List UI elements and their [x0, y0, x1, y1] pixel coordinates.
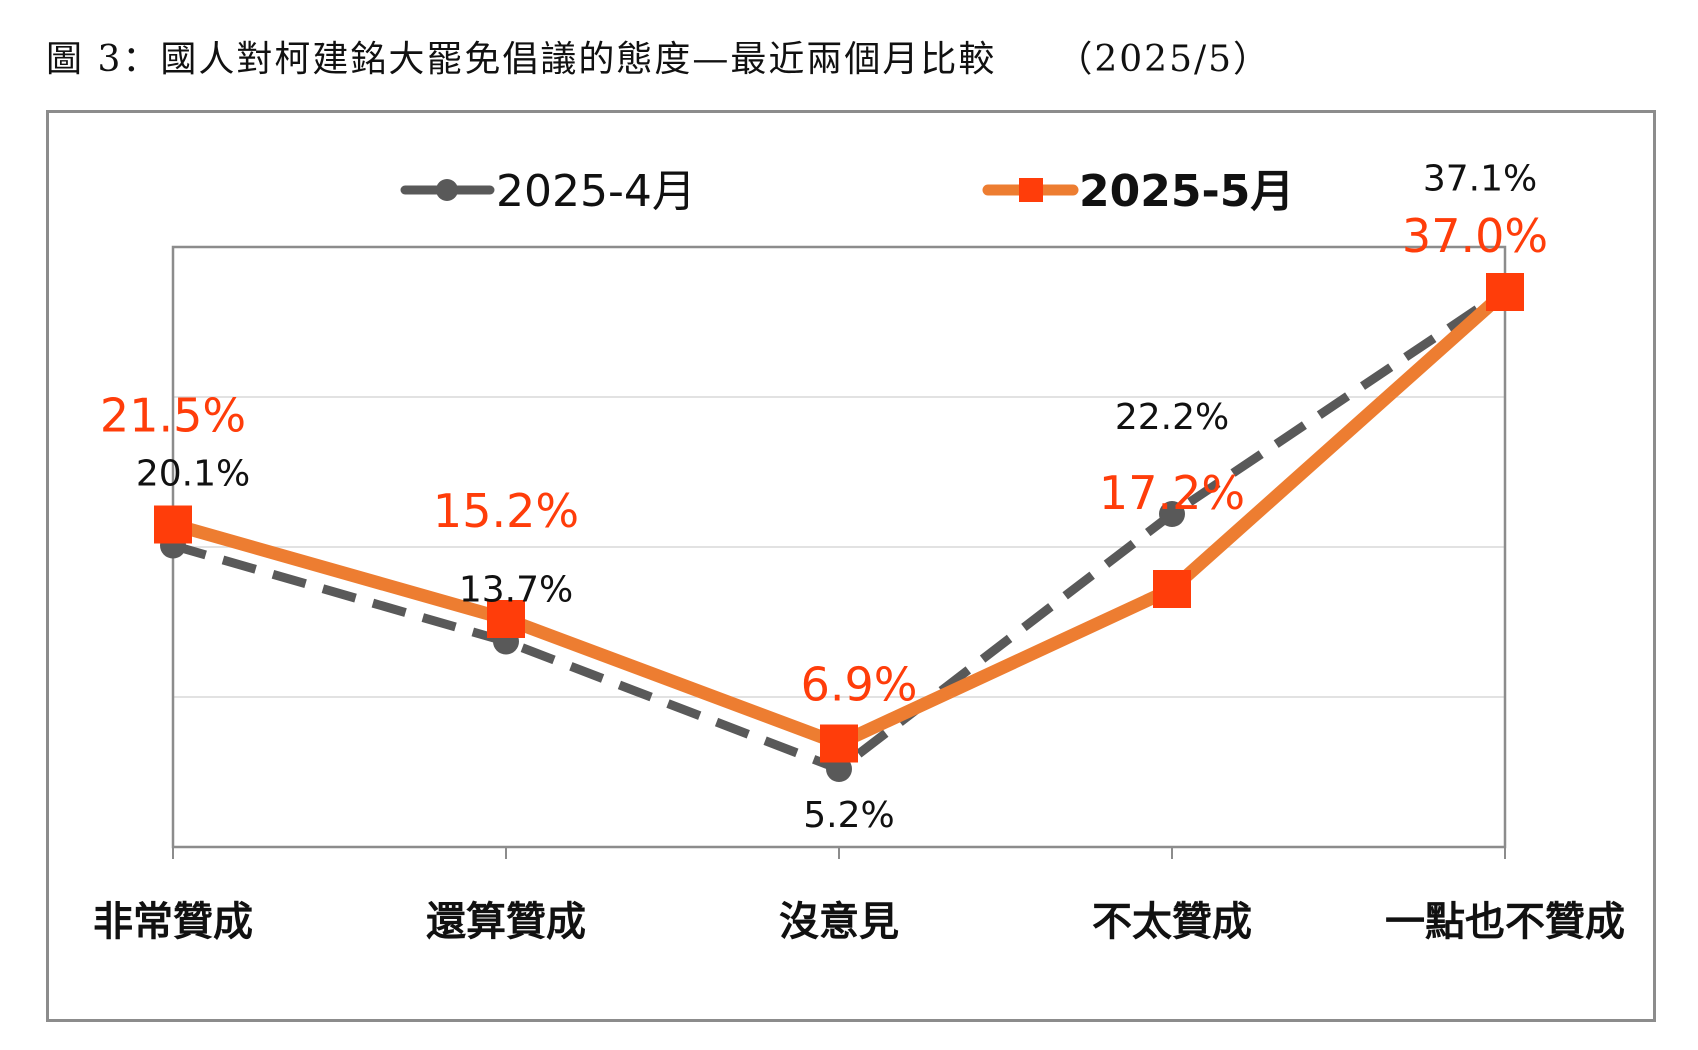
data-labels: 20.1% 13.7% 5.2% 22.2% 37.1% 21.5% 15.2% 6.9% 17… [100, 159, 1548, 837]
data-label-2025-04-3: 5.2% [803, 795, 894, 836]
category-label-4: 不太贊成 [1092, 899, 1252, 945]
marker-2025-05-1 [154, 505, 192, 544]
figure-period: （2025/5） [1056, 39, 1272, 80]
series-markers [154, 273, 1524, 782]
data-label-2025-05-1: 21.5% [100, 389, 246, 443]
legend-label-series-b: 2025-5月 [1079, 166, 1294, 217]
legend-label-series-a: 2025-4月 [496, 166, 696, 217]
x-axis-category-labels: 非常贊成 還算贊成 沒意見 不太贊成 一點也不贊成 [93, 899, 1625, 945]
legend-marker-series-a [436, 179, 458, 201]
figure-title-text: 圖 3：國人對柯建銘大罷免倡議的態度—最近兩個月比較 [46, 39, 997, 80]
category-label-5: 一點也不贊成 [1385, 899, 1625, 945]
category-label-2: 還算贊成 [426, 899, 586, 945]
gridlines [173, 396, 1505, 698]
marker-2025-05-4 [1153, 570, 1191, 608]
marker-2025-05-3 [820, 724, 858, 763]
marker-2025-04-4 [1159, 501, 1185, 527]
legend-marker-series-b [1019, 178, 1043, 202]
category-label-1: 非常贊成 [93, 899, 253, 945]
data-label-2025-04-1: 20.1% [136, 454, 250, 495]
category-label-3: 沒意見 [779, 899, 899, 945]
marker-2025-05-2 [487, 600, 525, 638]
legend-item-series-a: 2025-4月 [400, 166, 696, 217]
data-label-2025-04-2: 13.7% [459, 570, 573, 611]
marker-2025-05-5 [1486, 273, 1524, 311]
data-label-2025-05-5: 37.0% [1402, 209, 1548, 263]
legend-item-series-b: 2025-5月 [982, 166, 1294, 217]
data-label-2025-05-4: 17.2% [1099, 466, 1245, 520]
data-label-2025-05-3: 6.9% [801, 658, 918, 712]
data-label-2025-05-2: 15.2% [433, 484, 579, 538]
x-axis-ticks [172, 847, 1506, 859]
data-label-2025-04-5: 37.1% [1423, 159, 1537, 200]
legend: 2025-4月 2025-5月 [400, 166, 1294, 217]
data-label-2025-04-4: 22.2% [1115, 397, 1229, 438]
figure-title: 圖 3：國人對柯建銘大罷免倡議的態度—最近兩個月比較 （2025/5） [46, 30, 1271, 82]
